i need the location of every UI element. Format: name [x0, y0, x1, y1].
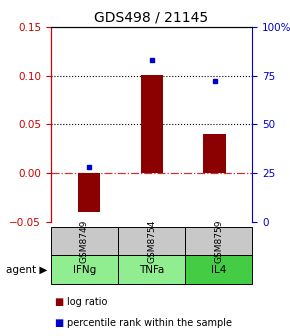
Text: log ratio: log ratio [67, 297, 107, 307]
Text: GSM8754: GSM8754 [147, 219, 156, 263]
Title: GDS498 / 21145: GDS498 / 21145 [95, 10, 209, 24]
Text: IL4: IL4 [211, 265, 226, 275]
Bar [118, 255, 185, 284]
Bar [51, 255, 118, 284]
Text: agent ▶: agent ▶ [6, 265, 48, 275]
Bar [77, 173, 99, 212]
Bar [118, 227, 185, 255]
Text: IFNg: IFNg [73, 265, 96, 275]
Text: ■: ■ [54, 297, 63, 307]
Bar [51, 227, 118, 255]
Text: TNFa: TNFa [139, 265, 164, 275]
Text: GSM8749: GSM8749 [80, 219, 89, 263]
Text: GSM8759: GSM8759 [214, 219, 223, 263]
Bar [140, 75, 163, 173]
Bar [204, 134, 226, 173]
Bar [185, 255, 252, 284]
Bar [185, 227, 252, 255]
Text: ■: ■ [54, 318, 63, 328]
Text: percentile rank within the sample: percentile rank within the sample [67, 318, 232, 328]
